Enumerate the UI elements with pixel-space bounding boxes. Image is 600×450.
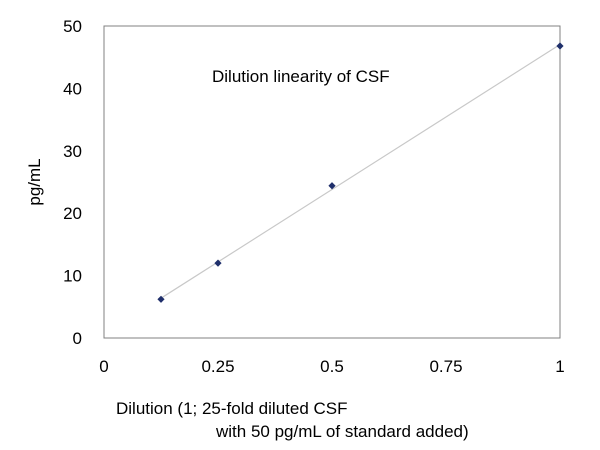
trendline (160, 44, 561, 299)
y-tick-label: 40 (63, 79, 82, 98)
x-tick-label: 0 (99, 357, 108, 376)
trendline-layer (160, 44, 561, 299)
data-point (328, 182, 336, 190)
x-tick-label: 0.5 (320, 357, 344, 376)
y-tick-label: 0 (73, 329, 82, 348)
x-axis-label-line-1: Dilution (1; 25-fold diluted CSF (116, 399, 348, 418)
y-tick-label: 10 (63, 267, 82, 286)
x-tick-label: 0.25 (201, 357, 234, 376)
x-tick-label: 1 (555, 357, 564, 376)
x-tick-label: 0.75 (429, 357, 462, 376)
plot-frame (103, 25, 561, 339)
y-axis-label: pg/mL (25, 158, 44, 205)
y-tick-label: 20 (63, 204, 82, 223)
y-tick-label: 50 (63, 17, 82, 36)
x-axis-label-line-2: with 50 pg/mL of standard added) (215, 422, 469, 441)
data-point (157, 295, 165, 303)
y-tick-label: 30 (63, 142, 82, 161)
y-axis-ticks: 0 10 20 30 40 50 (63, 17, 82, 348)
x-axis-ticks: 0 0.25 0.5 0.75 1 (99, 357, 564, 376)
chart-title: Dilution linearity of CSF (212, 67, 390, 86)
data-point (556, 42, 564, 50)
data-points-layer (157, 42, 564, 303)
data-point (214, 259, 222, 267)
